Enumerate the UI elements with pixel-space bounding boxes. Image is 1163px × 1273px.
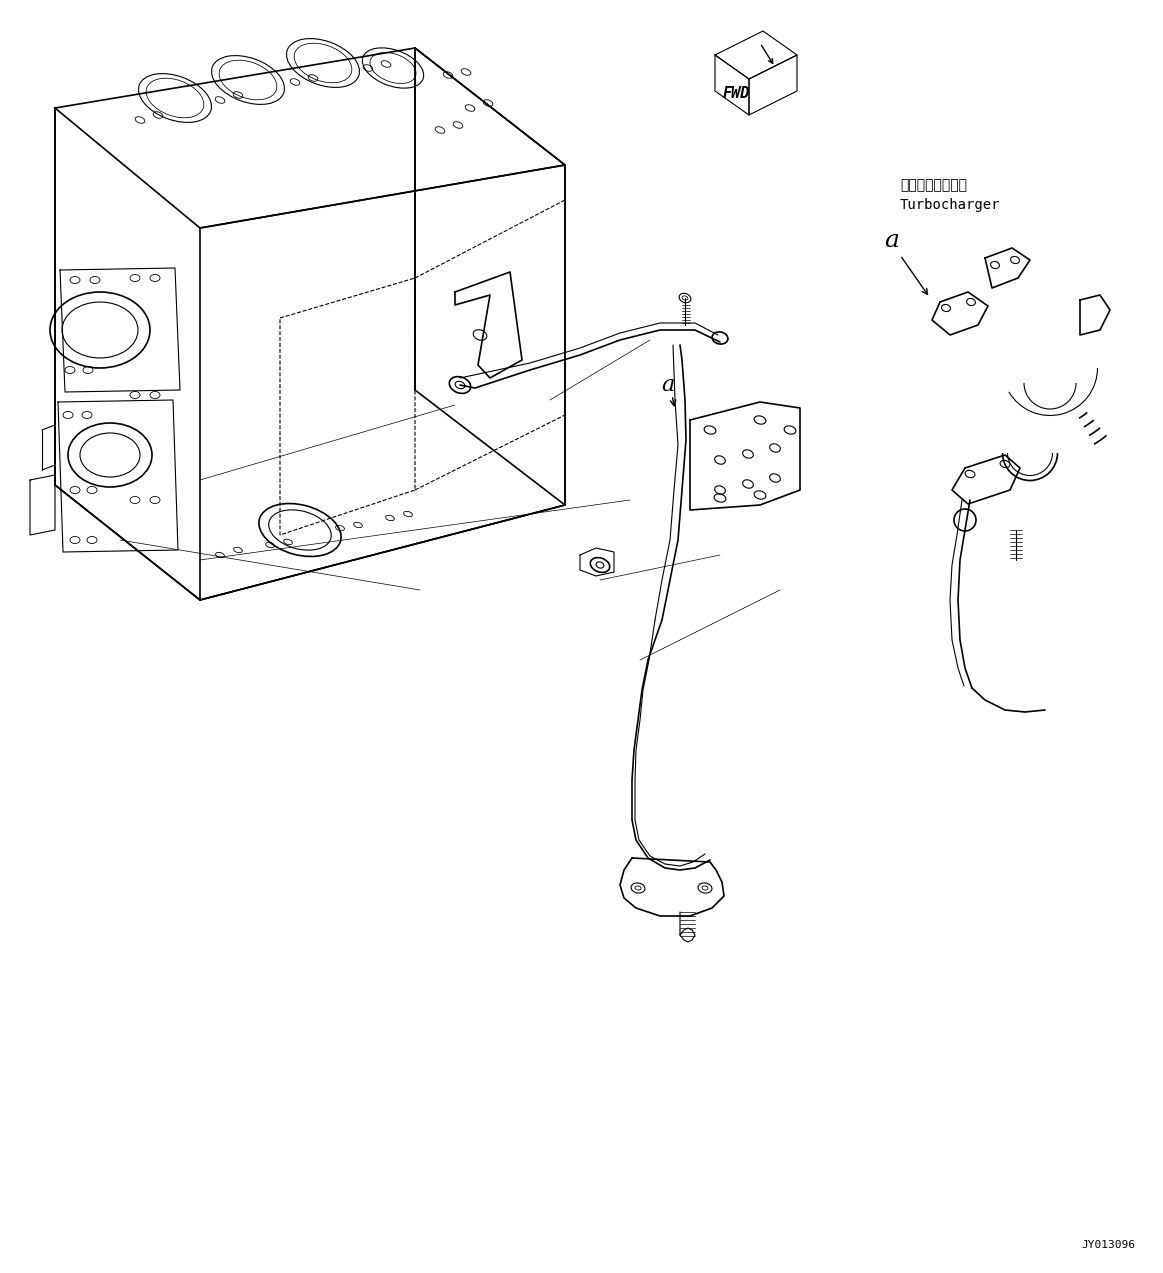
Text: a: a [885, 228, 899, 252]
Text: Turbocharger: Turbocharger [900, 199, 1000, 213]
Text: a: a [662, 374, 675, 396]
Text: FWD: FWD [723, 85, 750, 101]
Text: JY013096: JY013096 [1080, 1240, 1135, 1250]
Text: ターボチャージャ: ターボチャージャ [900, 178, 966, 192]
